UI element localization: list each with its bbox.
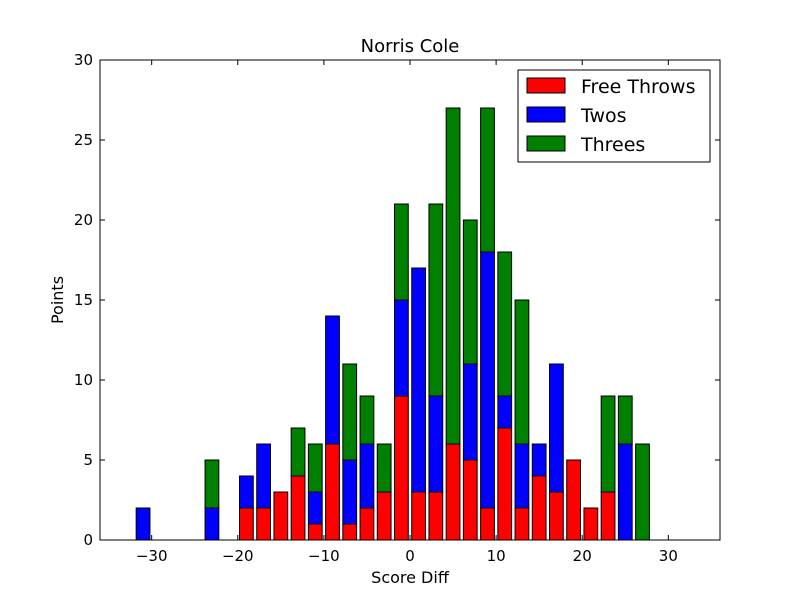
x-tick-label: −20 [222, 547, 254, 565]
bar-threes [497, 251, 513, 397]
bar-threes [445, 107, 461, 445]
bar-free-throws [325, 443, 340, 541]
legend: Free Throws Twos Threes [517, 69, 711, 163]
bar-threes [462, 219, 478, 365]
bar-twos [307, 491, 323, 525]
bar-twos [411, 267, 427, 493]
legend-swatch [526, 77, 566, 94]
bar-free-throws [531, 475, 547, 541]
bar-twos [342, 459, 358, 525]
legend-label: Threes [580, 134, 645, 156]
bar-free-throws [428, 491, 444, 541]
bar-threes [290, 427, 306, 477]
x-tick-label: 20 [573, 547, 592, 565]
bar-threes [600, 395, 616, 493]
bar-threes [342, 363, 358, 461]
bar-twos [531, 443, 547, 477]
bar-free-throws [583, 507, 599, 541]
x-axis-label: Score Diff [371, 568, 450, 587]
bar-twos [480, 251, 495, 509]
legend-swatch [526, 135, 566, 152]
y-tick-label: 15 [74, 291, 93, 309]
bar-twos [497, 395, 513, 429]
x-tick-label: 0 [405, 547, 415, 565]
bar-free-throws [411, 491, 427, 541]
bar-twos [617, 443, 633, 541]
legend-label: Twos [580, 105, 627, 127]
x-tick-label: 30 [659, 547, 678, 565]
x-tick-label: −10 [308, 547, 340, 565]
bar-twos [462, 363, 478, 461]
bar-free-throws [239, 507, 254, 541]
bar-threes [376, 443, 392, 493]
bar-free-throws [307, 523, 323, 541]
bar-free-throws [256, 507, 272, 541]
x-tick-label: 10 [487, 547, 506, 565]
bar-free-throws [394, 395, 409, 541]
bar-twos [359, 443, 375, 509]
bar-free-throws [445, 443, 461, 541]
bar-free-throws [359, 507, 375, 541]
bar-twos [204, 507, 220, 541]
chart-title: Norris Cole [361, 36, 460, 57]
legend-swatch [526, 106, 566, 123]
bar-threes [204, 459, 220, 509]
bar-twos [239, 475, 254, 509]
legend-label: Free Throws [581, 76, 695, 98]
bar-threes [617, 395, 633, 445]
bar-twos [325, 315, 340, 445]
bar-twos [135, 507, 151, 541]
bar-free-throws [462, 459, 478, 541]
bar-threes [635, 443, 650, 541]
bar-free-throws [342, 523, 358, 541]
bar-free-throws [566, 459, 582, 541]
bar-twos [514, 443, 530, 509]
bar-twos [394, 299, 409, 397]
bar-free-throws [497, 427, 513, 541]
bar-threes [480, 107, 495, 253]
bar-threes [394, 203, 409, 301]
y-tick-label: 5 [83, 451, 93, 469]
bar-free-throws [290, 475, 306, 541]
bar-twos [428, 395, 444, 493]
bar-free-throws [273, 491, 289, 541]
bar-free-throws [514, 507, 530, 541]
y-tick-label: 10 [74, 371, 93, 389]
bar-threes [514, 299, 530, 445]
bar-threes [359, 395, 375, 445]
axis-ticks: −30 −20 −10 0 10 20 30 0 5 10 15 20 25 30 [74, 51, 720, 565]
bars-layer [135, 107, 650, 541]
bar-free-throws [549, 491, 564, 541]
y-axis-label: Points [48, 276, 67, 324]
bar-twos [256, 443, 272, 509]
bar-free-throws [376, 491, 392, 541]
y-tick-label: 0 [83, 531, 93, 549]
bar-threes [428, 203, 444, 397]
bar-free-throws [600, 491, 616, 541]
y-tick-label: 20 [74, 211, 93, 229]
y-tick-label: 30 [74, 51, 93, 69]
y-tick-label: 25 [74, 131, 93, 149]
bar-threes [307, 443, 323, 493]
bar-twos [549, 363, 564, 493]
x-tick-label: −30 [136, 547, 168, 565]
bar-free-throws [480, 507, 495, 541]
